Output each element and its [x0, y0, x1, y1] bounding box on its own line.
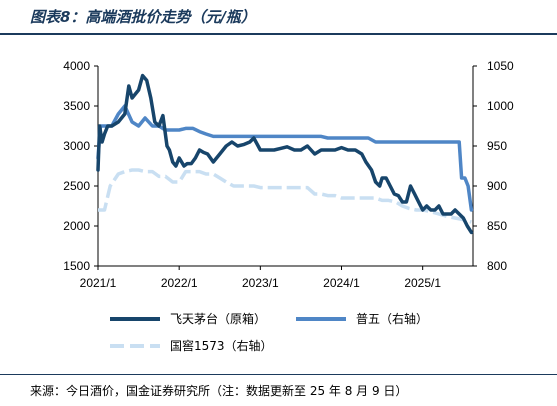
chart-legend: 飞天茅台（原箱） 普五（右轴） 国窖1573（右轴）: [110, 311, 428, 353]
series-line-2: [98, 168, 472, 224]
source-note: 来源：今日酒价，国金证券研究所（注：数据更新至 25 年 8 月 9 日）: [30, 384, 408, 398]
chart-series: [96, 73, 474, 235]
chart-title: 图表8：高端酒批价走势（元/瓶）: [30, 8, 256, 26]
x-tick-label: 2024/1: [323, 276, 360, 290]
y-right-tick-label: 950: [487, 139, 507, 153]
chart-svg: 1500 2000 2500 3000 3500 4000 800 850 900 950 1000…: [63, 59, 514, 353]
legend-label-0: 飞天茅台（原箱）: [170, 311, 266, 326]
y-right-tick-label: 850: [487, 219, 507, 233]
series-line-0: [96, 73, 474, 235]
legend-label-2: 国窖1573（右轴）: [170, 338, 273, 353]
y-right-tick-label: 900: [487, 179, 507, 193]
y-right-tick-label: 800: [487, 259, 507, 273]
legend-label-1: 普五（右轴）: [356, 311, 428, 326]
title-divider: [0, 33, 557, 35]
footer-divider: [0, 374, 557, 375]
y-left-tick-label: 2500: [63, 179, 90, 193]
y-left-tick-label: 4000: [63, 59, 90, 73]
y-left-tick-label: 1500: [63, 259, 90, 273]
y-left-tick-label: 3000: [63, 139, 90, 153]
x-tick-label: 2023/1: [242, 276, 279, 290]
x-tick-label: 2021/1: [80, 276, 117, 290]
y-right-tick-label: 1050: [487, 59, 514, 73]
y-left-tick-label: 2000: [63, 219, 90, 233]
y-right-tick-label: 1000: [487, 99, 514, 113]
x-tick-label: 2025/1: [404, 276, 441, 290]
y-left-tick-label: 3500: [63, 99, 90, 113]
chart-axes: 1500 2000 2500 3000 3500 4000 800 850 900 950 1000…: [63, 59, 514, 290]
x-tick-label: 2022/1: [161, 276, 198, 290]
